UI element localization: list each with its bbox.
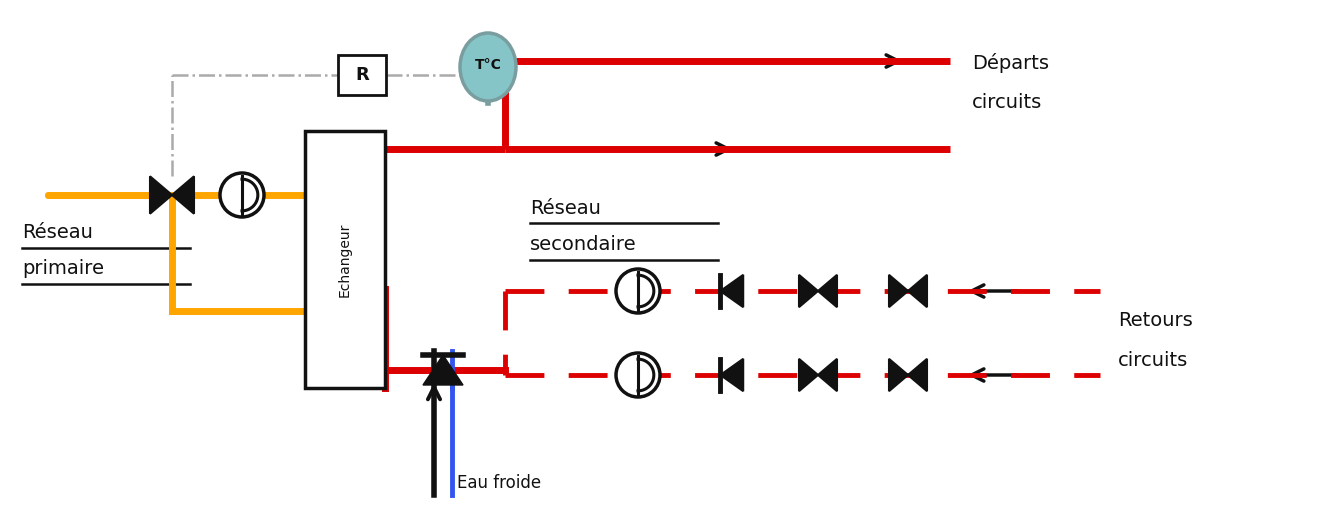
- Text: circuits: circuits: [1118, 351, 1188, 370]
- Text: Réseau: Réseau: [21, 224, 93, 243]
- Circle shape: [616, 269, 660, 313]
- Polygon shape: [423, 355, 463, 385]
- Text: primaire: primaire: [21, 260, 103, 279]
- Text: circuits: circuits: [972, 93, 1043, 112]
- Circle shape: [616, 353, 660, 397]
- Polygon shape: [798, 359, 819, 391]
- Text: secondaire: secondaire: [530, 235, 636, 254]
- Polygon shape: [888, 359, 909, 391]
- Polygon shape: [172, 176, 195, 214]
- Polygon shape: [150, 176, 172, 214]
- Text: R: R: [356, 66, 369, 84]
- Polygon shape: [888, 275, 909, 307]
- Bar: [338, 55, 386, 95]
- Circle shape: [220, 173, 264, 217]
- Text: Eau froide: Eau froide: [458, 474, 541, 492]
- Text: Retours: Retours: [1118, 311, 1193, 330]
- Polygon shape: [798, 275, 819, 307]
- Polygon shape: [909, 275, 927, 307]
- Polygon shape: [819, 359, 837, 391]
- Bar: [305, 131, 385, 388]
- Text: Echangeur: Echangeur: [338, 222, 352, 297]
- Polygon shape: [721, 275, 743, 307]
- Text: Réseau: Réseau: [530, 199, 601, 218]
- Polygon shape: [819, 275, 837, 307]
- Text: T°C: T°C: [475, 58, 502, 72]
- Text: Départs: Départs: [972, 53, 1049, 73]
- Polygon shape: [721, 359, 743, 391]
- Ellipse shape: [460, 33, 517, 101]
- Polygon shape: [909, 359, 927, 391]
